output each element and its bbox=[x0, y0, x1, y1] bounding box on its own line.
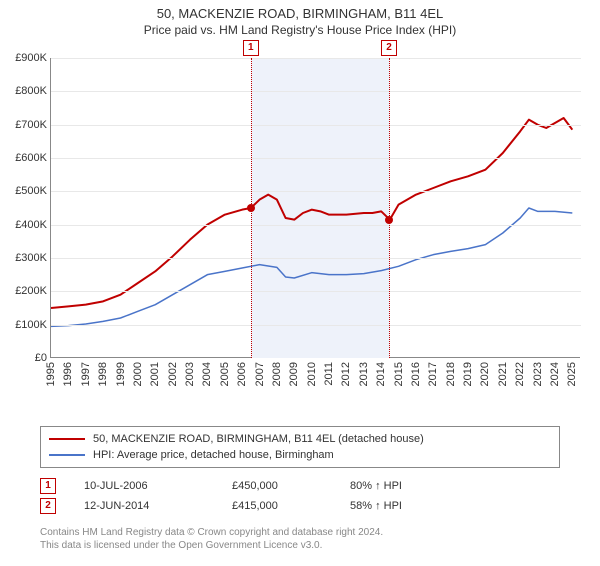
x-axis-label: 2001 bbox=[149, 362, 161, 386]
y-axis-label: £0 bbox=[1, 352, 47, 364]
y-axis-label: £700K bbox=[1, 119, 47, 131]
x-axis-label: 2002 bbox=[167, 362, 179, 386]
x-axis-label: 2025 bbox=[566, 362, 578, 386]
x-axis-label: 2009 bbox=[288, 362, 300, 386]
x-axis-label: 1996 bbox=[62, 362, 74, 386]
sale-marker: 2 bbox=[40, 498, 56, 514]
event-marker-box: 2 bbox=[381, 40, 397, 56]
x-axis-label: 1995 bbox=[45, 362, 57, 386]
gridline-h bbox=[51, 225, 581, 226]
event-marker-dot bbox=[385, 216, 393, 224]
gridline-h bbox=[51, 158, 581, 159]
x-axis-label: 2019 bbox=[462, 362, 474, 386]
chart-svg bbox=[51, 58, 581, 358]
sale-date: 10-JUL-2006 bbox=[84, 480, 204, 492]
x-axis-label: 2008 bbox=[271, 362, 283, 386]
x-axis-label: 2013 bbox=[358, 362, 370, 386]
x-axis-label: 2021 bbox=[497, 362, 509, 386]
x-axis-label: 2005 bbox=[219, 362, 231, 386]
y-axis-label: £600K bbox=[1, 152, 47, 164]
gridline-h bbox=[51, 91, 581, 92]
x-axis-label: 2022 bbox=[514, 362, 526, 386]
legend-section: 50, MACKENZIE ROAD, BIRMINGHAM, B11 4EL … bbox=[40, 426, 560, 552]
x-axis-label: 1997 bbox=[80, 362, 92, 386]
sale-hpi: 80% ↑ HPI bbox=[350, 480, 450, 492]
footer-line-2: This data is licensed under the Open Gov… bbox=[40, 539, 560, 552]
sales-table: 1 10-JUL-2006 £450,000 80% ↑ HPI 2 12-JUN-201… bbox=[40, 476, 560, 516]
x-axis-label: 2017 bbox=[427, 362, 439, 386]
x-axis-label: 2003 bbox=[184, 362, 196, 386]
event-marker-dot bbox=[247, 204, 255, 212]
gridline-h bbox=[51, 58, 581, 59]
sale-price: £450,000 bbox=[232, 480, 322, 492]
chart-area: £0£100K£200K£300K£400K£500K£600K£700K£80… bbox=[50, 58, 580, 388]
gridline-h bbox=[51, 258, 581, 259]
gridline-h bbox=[51, 125, 581, 126]
chart-title: 50, MACKENZIE ROAD, BIRMINGHAM, B11 4EL bbox=[0, 6, 600, 21]
y-axis-label: £800K bbox=[1, 85, 47, 97]
sale-marker: 1 bbox=[40, 478, 56, 494]
event-marker-box: 1 bbox=[243, 40, 259, 56]
sale-hpi: 58% ↑ HPI bbox=[350, 500, 450, 512]
x-axis-label: 2004 bbox=[201, 362, 213, 386]
footer-text: Contains HM Land Registry data © Crown c… bbox=[40, 526, 560, 552]
y-axis-label: £200K bbox=[1, 285, 47, 297]
plot-region: £0£100K£200K£300K£400K£500K£600K£700K£80… bbox=[50, 58, 580, 358]
legend-swatch bbox=[49, 454, 85, 456]
x-axis-label: 2016 bbox=[410, 362, 422, 386]
x-axis-label: 2014 bbox=[375, 362, 387, 386]
legend-swatch bbox=[49, 438, 85, 440]
x-axis-label: 2007 bbox=[254, 362, 266, 386]
y-axis-label: £300K bbox=[1, 252, 47, 264]
x-axis-label: 2024 bbox=[549, 362, 561, 386]
y-axis-label: £100K bbox=[1, 319, 47, 331]
x-axis-label: 2006 bbox=[236, 362, 248, 386]
gridline-h bbox=[51, 291, 581, 292]
y-axis-label: £500K bbox=[1, 185, 47, 197]
gridline-h bbox=[51, 325, 581, 326]
x-axis-label: 2023 bbox=[532, 362, 544, 386]
sale-price: £415,000 bbox=[232, 500, 322, 512]
x-axis-label: 2012 bbox=[340, 362, 352, 386]
x-axis-label: 1998 bbox=[97, 362, 109, 386]
footer-line-1: Contains HM Land Registry data © Crown c… bbox=[40, 526, 560, 539]
y-axis-label: £400K bbox=[1, 219, 47, 231]
x-axis-label: 2020 bbox=[479, 362, 491, 386]
x-axis-label: 2018 bbox=[445, 362, 457, 386]
event-marker-line bbox=[389, 58, 390, 358]
chart-container: 50, MACKENZIE ROAD, BIRMINGHAM, B11 4EL … bbox=[0, 6, 600, 566]
sale-row: 2 12-JUN-2014 £415,000 58% ↑ HPI bbox=[40, 496, 560, 516]
x-axis-label: 2015 bbox=[393, 362, 405, 386]
series-line-0 bbox=[51, 118, 572, 308]
legend-item: HPI: Average price, detached house, Birm… bbox=[49, 447, 551, 463]
x-axis-label: 2010 bbox=[306, 362, 318, 386]
chart-subtitle: Price paid vs. HM Land Registry's House … bbox=[0, 23, 600, 37]
legend-label: HPI: Average price, detached house, Birm… bbox=[93, 449, 334, 461]
y-axis-label: £900K bbox=[1, 52, 47, 64]
x-axis-label: 1999 bbox=[115, 362, 127, 386]
legend-label: 50, MACKENZIE ROAD, BIRMINGHAM, B11 4EL … bbox=[93, 433, 424, 445]
sale-row: 1 10-JUL-2006 £450,000 80% ↑ HPI bbox=[40, 476, 560, 496]
x-axis-label: 2011 bbox=[323, 362, 335, 386]
gridline-h bbox=[51, 191, 581, 192]
sale-date: 12-JUN-2014 bbox=[84, 500, 204, 512]
legend-item: 50, MACKENZIE ROAD, BIRMINGHAM, B11 4EL … bbox=[49, 431, 551, 447]
series-line-1 bbox=[51, 208, 572, 326]
legend-box: 50, MACKENZIE ROAD, BIRMINGHAM, B11 4EL … bbox=[40, 426, 560, 468]
x-axis-label: 2000 bbox=[132, 362, 144, 386]
